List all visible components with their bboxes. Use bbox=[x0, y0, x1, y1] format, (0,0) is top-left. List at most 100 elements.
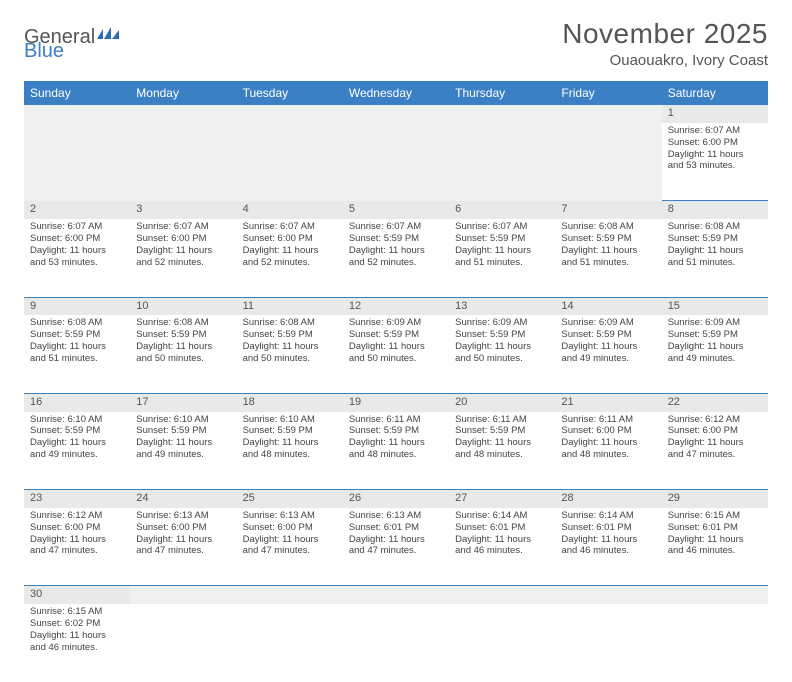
sunset-text: Sunset: 6:00 PM bbox=[243, 522, 337, 534]
day-number: 6 bbox=[449, 201, 555, 219]
sunrise-text: Sunrise: 6:09 AM bbox=[668, 317, 762, 329]
daylight-text: Daylight: 11 hours and 50 minutes. bbox=[243, 341, 337, 365]
empty-cell bbox=[555, 586, 661, 604]
day-cell: Sunrise: 6:07 AMSunset: 5:59 PMDaylight:… bbox=[343, 219, 449, 297]
day-number-row: 9101112131415 bbox=[24, 297, 768, 315]
empty-cell bbox=[449, 586, 555, 604]
empty-cell bbox=[237, 586, 343, 604]
day-number: 7 bbox=[555, 201, 661, 219]
empty-cell bbox=[130, 105, 236, 123]
day-header: Friday bbox=[555, 81, 661, 105]
empty-cell bbox=[237, 105, 343, 123]
day-number: 24 bbox=[130, 490, 236, 508]
day-number: 2 bbox=[24, 201, 130, 219]
sunset-text: Sunset: 6:00 PM bbox=[668, 425, 762, 437]
day-number: 4 bbox=[237, 201, 343, 219]
sunrise-text: Sunrise: 6:14 AM bbox=[561, 510, 655, 522]
day-cell: Sunrise: 6:12 AMSunset: 6:00 PMDaylight:… bbox=[662, 412, 768, 490]
daylight-text: Daylight: 11 hours and 47 minutes. bbox=[136, 534, 230, 558]
empty-cell bbox=[237, 123, 343, 201]
day-cell: Sunrise: 6:14 AMSunset: 6:01 PMDaylight:… bbox=[555, 508, 661, 586]
day-content-row: Sunrise: 6:15 AMSunset: 6:02 PMDaylight:… bbox=[24, 604, 768, 682]
flag-icon bbox=[97, 24, 119, 47]
day-header: Wednesday bbox=[343, 81, 449, 105]
day-cell: Sunrise: 6:15 AMSunset: 6:01 PMDaylight:… bbox=[662, 508, 768, 586]
day-header-row: SundayMondayTuesdayWednesdayThursdayFrid… bbox=[24, 81, 768, 105]
sunrise-text: Sunrise: 6:07 AM bbox=[136, 221, 230, 233]
sunset-text: Sunset: 5:59 PM bbox=[668, 329, 762, 341]
day-number-row: 23242526272829 bbox=[24, 490, 768, 508]
sunrise-text: Sunrise: 6:07 AM bbox=[30, 221, 124, 233]
empty-cell bbox=[24, 123, 130, 201]
sunset-text: Sunset: 5:59 PM bbox=[349, 425, 443, 437]
day-content-row: Sunrise: 6:08 AMSunset: 5:59 PMDaylight:… bbox=[24, 315, 768, 393]
day-cell: Sunrise: 6:10 AMSunset: 5:59 PMDaylight:… bbox=[130, 412, 236, 490]
daylight-text: Daylight: 11 hours and 52 minutes. bbox=[136, 245, 230, 269]
empty-cell bbox=[343, 105, 449, 123]
sunrise-text: Sunrise: 6:11 AM bbox=[561, 414, 655, 426]
sunrise-text: Sunrise: 6:12 AM bbox=[668, 414, 762, 426]
daylight-text: Daylight: 11 hours and 50 minutes. bbox=[349, 341, 443, 365]
sunrise-text: Sunrise: 6:10 AM bbox=[136, 414, 230, 426]
sunset-text: Sunset: 5:59 PM bbox=[455, 425, 549, 437]
day-number: 27 bbox=[449, 490, 555, 508]
daylight-text: Daylight: 11 hours and 51 minutes. bbox=[561, 245, 655, 269]
sunset-text: Sunset: 5:59 PM bbox=[455, 233, 549, 245]
empty-cell bbox=[130, 604, 236, 682]
sunrise-text: Sunrise: 6:07 AM bbox=[668, 125, 762, 137]
day-header: Sunday bbox=[24, 81, 130, 105]
daylight-text: Daylight: 11 hours and 47 minutes. bbox=[668, 437, 762, 461]
daylight-text: Daylight: 11 hours and 48 minutes. bbox=[455, 437, 549, 461]
month-title: November 2025 bbox=[562, 18, 768, 50]
sunset-text: Sunset: 5:59 PM bbox=[349, 329, 443, 341]
daylight-text: Daylight: 11 hours and 52 minutes. bbox=[349, 245, 443, 269]
sunset-text: Sunset: 6:00 PM bbox=[136, 522, 230, 534]
calendar-body: 1Sunrise: 6:07 AMSunset: 6:00 PMDaylight… bbox=[24, 105, 768, 682]
day-number: 13 bbox=[449, 297, 555, 315]
empty-cell bbox=[555, 105, 661, 123]
day-number: 5 bbox=[343, 201, 449, 219]
empty-cell bbox=[237, 604, 343, 682]
daylight-text: Daylight: 11 hours and 47 minutes. bbox=[30, 534, 124, 558]
day-cell: Sunrise: 6:10 AMSunset: 5:59 PMDaylight:… bbox=[24, 412, 130, 490]
day-number: 25 bbox=[237, 490, 343, 508]
sunset-text: Sunset: 5:59 PM bbox=[243, 425, 337, 437]
empty-cell bbox=[449, 105, 555, 123]
day-cell: Sunrise: 6:07 AMSunset: 6:00 PMDaylight:… bbox=[662, 123, 768, 201]
day-number: 26 bbox=[343, 490, 449, 508]
day-header: Tuesday bbox=[237, 81, 343, 105]
empty-cell bbox=[662, 586, 768, 604]
day-cell: Sunrise: 6:15 AMSunset: 6:02 PMDaylight:… bbox=[24, 604, 130, 682]
day-number: 16 bbox=[24, 393, 130, 411]
day-number: 8 bbox=[662, 201, 768, 219]
sunrise-text: Sunrise: 6:13 AM bbox=[349, 510, 443, 522]
sunrise-text: Sunrise: 6:08 AM bbox=[561, 221, 655, 233]
sunrise-text: Sunrise: 6:09 AM bbox=[349, 317, 443, 329]
daylight-text: Daylight: 11 hours and 46 minutes. bbox=[455, 534, 549, 558]
sunset-text: Sunset: 6:01 PM bbox=[668, 522, 762, 534]
day-header: Saturday bbox=[662, 81, 768, 105]
day-number: 18 bbox=[237, 393, 343, 411]
sunset-text: Sunset: 6:01 PM bbox=[561, 522, 655, 534]
day-number-row: 1 bbox=[24, 105, 768, 123]
day-cell: Sunrise: 6:09 AMSunset: 5:59 PMDaylight:… bbox=[449, 315, 555, 393]
day-number: 14 bbox=[555, 297, 661, 315]
day-header: Monday bbox=[130, 81, 236, 105]
sunrise-text: Sunrise: 6:07 AM bbox=[243, 221, 337, 233]
daylight-text: Daylight: 11 hours and 48 minutes. bbox=[243, 437, 337, 461]
day-number: 15 bbox=[662, 297, 768, 315]
day-cell: Sunrise: 6:07 AMSunset: 6:00 PMDaylight:… bbox=[24, 219, 130, 297]
day-header: Thursday bbox=[449, 81, 555, 105]
daylight-text: Daylight: 11 hours and 47 minutes. bbox=[243, 534, 337, 558]
day-number-row: 16171819202122 bbox=[24, 393, 768, 411]
sunrise-text: Sunrise: 6:07 AM bbox=[455, 221, 549, 233]
sunset-text: Sunset: 6:00 PM bbox=[243, 233, 337, 245]
daylight-text: Daylight: 11 hours and 51 minutes. bbox=[455, 245, 549, 269]
day-number: 23 bbox=[24, 490, 130, 508]
sunset-text: Sunset: 6:00 PM bbox=[30, 233, 124, 245]
sunrise-text: Sunrise: 6:10 AM bbox=[30, 414, 124, 426]
daylight-text: Daylight: 11 hours and 49 minutes. bbox=[668, 341, 762, 365]
daylight-text: Daylight: 11 hours and 48 minutes. bbox=[561, 437, 655, 461]
day-cell: Sunrise: 6:11 AMSunset: 6:00 PMDaylight:… bbox=[555, 412, 661, 490]
header: General November 2025 Ouaouakro, Ivory C… bbox=[24, 18, 768, 69]
